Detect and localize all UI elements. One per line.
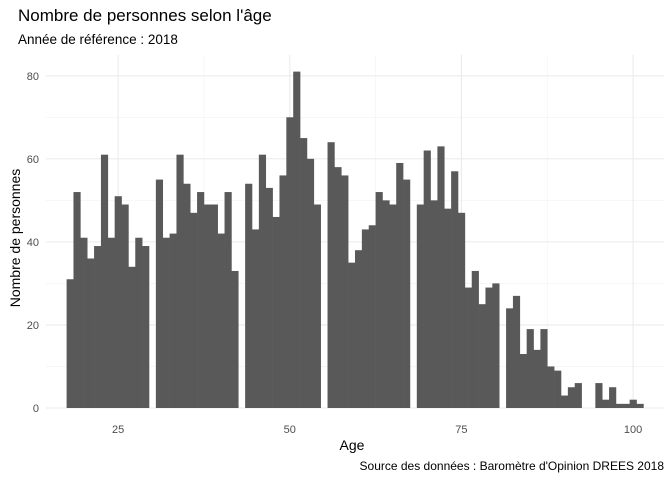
histogram-bar	[231, 270, 239, 408]
x-axis-title: Age	[340, 437, 365, 453]
histogram-bar	[375, 192, 383, 408]
histogram-bar	[306, 158, 315, 408]
histogram-bar	[478, 304, 486, 408]
x-tick-label: 50	[284, 424, 296, 436]
histogram-bar	[107, 237, 115, 408]
histogram-bar	[293, 71, 301, 409]
histogram-bar	[615, 403, 624, 408]
histogram-bar	[547, 366, 555, 408]
histogram-bar	[368, 225, 376, 408]
histogram-bar	[203, 204, 212, 408]
histogram-bar	[100, 154, 109, 408]
histogram-bar	[602, 399, 610, 408]
histogram-bar	[80, 237, 88, 408]
histogram-bar	[128, 266, 136, 408]
histogram-bar	[190, 212, 198, 408]
x-tick-label: 75	[455, 424, 467, 436]
histogram-bar	[286, 117, 294, 408]
y-tick-label: 80	[27, 71, 39, 83]
histogram-bar	[142, 246, 150, 408]
histogram-bar	[609, 387, 617, 408]
histogram-bar	[272, 216, 280, 408]
histogram-bar	[512, 295, 521, 408]
histogram-bar	[162, 237, 170, 408]
histogram-bar	[66, 279, 74, 408]
histogram-bar	[265, 187, 273, 408]
histogram-bar	[155, 179, 164, 408]
histogram-bar	[197, 192, 205, 408]
histogram-bar	[526, 329, 534, 408]
histogram-bar	[94, 246, 102, 408]
histogram-bar	[389, 204, 397, 408]
histogram-bar	[245, 183, 253, 408]
histogram-bar	[121, 204, 129, 408]
histogram-bar	[451, 171, 459, 408]
histogram-bar	[636, 403, 644, 408]
histogram-bar	[485, 287, 493, 408]
x-tick-label: 100	[624, 424, 642, 436]
histogram-bar	[334, 167, 342, 408]
histogram-bar	[396, 162, 404, 408]
histogram-bar	[252, 229, 260, 408]
bars	[66, 71, 644, 409]
histogram-bar	[492, 283, 500, 408]
y-tick-label: 0	[33, 403, 39, 415]
histogram-bar	[210, 204, 218, 408]
histogram-bar	[279, 175, 287, 408]
y-axis-ticks: 0 20 40 60 80	[27, 71, 39, 415]
histogram-bar	[73, 192, 81, 408]
histogram-bar	[135, 237, 143, 408]
histogram-bar	[258, 154, 267, 408]
histogram-bar	[327, 142, 335, 408]
histogram-bar	[217, 233, 225, 408]
chart-title: Nombre de personnes selon l'âge	[18, 6, 272, 25]
x-tick-label: 25	[112, 424, 124, 436]
histogram-bar	[361, 229, 370, 408]
histogram-bar	[519, 354, 527, 408]
histogram-bar	[430, 200, 438, 408]
histogram-bar	[183, 183, 191, 408]
histogram-bar	[169, 233, 177, 408]
histogram-bar	[423, 150, 431, 409]
histogram-bar	[554, 370, 562, 408]
histogram-bar	[348, 262, 356, 408]
histogram-bar	[300, 138, 308, 408]
histogram-bar	[416, 204, 424, 408]
histogram-bar	[403, 179, 411, 408]
histogram-bar	[437, 146, 445, 409]
chart-caption: Source des données : Baromètre d'Opinion…	[359, 459, 664, 473]
histogram-bar	[471, 270, 479, 408]
chart-subtitle: Année de référence : 2018	[18, 32, 178, 47]
histogram-bar	[87, 258, 95, 408]
histogram-bar	[506, 308, 514, 408]
histogram-bar	[341, 175, 349, 408]
histogram-bar	[533, 349, 541, 408]
histogram-bar	[574, 383, 582, 408]
histogram-bar	[458, 212, 466, 408]
histogram-bar	[567, 387, 576, 408]
histogram-bar	[444, 208, 452, 408]
y-tick-label: 60	[27, 154, 39, 166]
y-axis-title: Nombre de personnes	[7, 169, 23, 308]
histogram-bar	[561, 395, 569, 408]
histogram-bar	[629, 399, 637, 408]
histogram-bar	[464, 287, 473, 408]
x-axis-ticks: 25 50 75 100	[112, 424, 642, 436]
histogram-bar	[355, 250, 363, 408]
y-tick-label: 20	[27, 320, 39, 332]
y-tick-label: 40	[27, 237, 39, 249]
histogram-bar	[540, 329, 548, 408]
histogram-bar	[176, 154, 184, 408]
histogram-bar	[622, 403, 630, 408]
histogram-bar	[595, 383, 603, 408]
histogram-bar	[224, 192, 232, 408]
histogram-bar	[382, 200, 390, 408]
histogram-bar	[313, 204, 321, 408]
histogram-bar	[114, 196, 122, 408]
